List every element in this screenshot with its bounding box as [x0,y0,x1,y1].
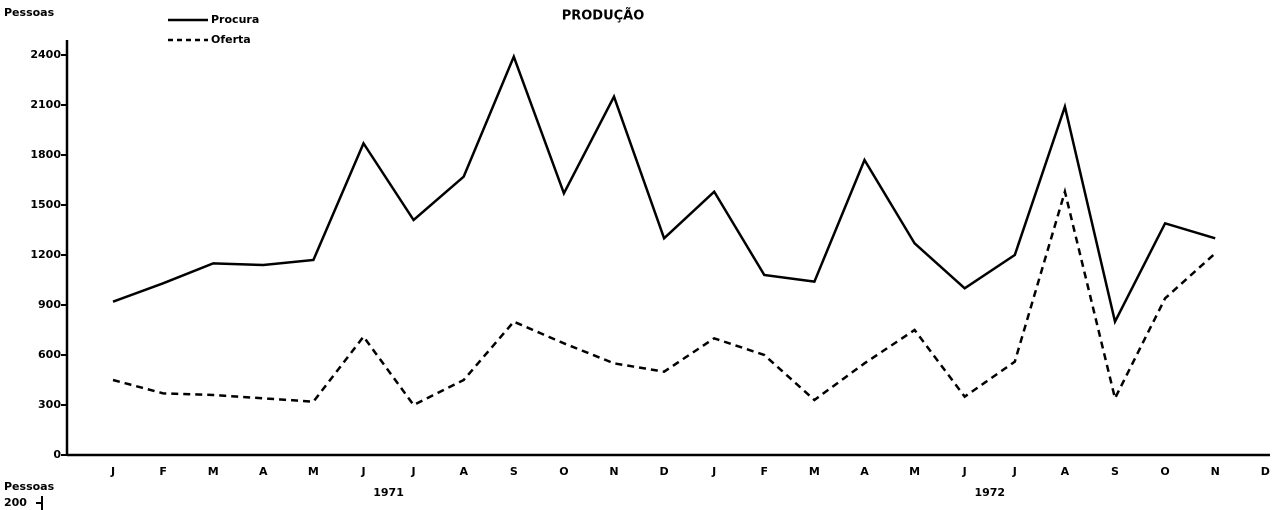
x-tick-label: J [1012,465,1017,478]
year-label: 1971 [373,486,404,499]
x-tick-label: A [1061,465,1070,478]
x-tick-label: A [459,465,468,478]
year-label: 1972 [974,486,1005,499]
annotation: 200 [4,496,27,509]
y-tick-label: 900 [38,298,61,311]
x-tick-label: O [1160,465,1169,478]
line-series [112,186,1217,407]
y-axis-label: Pessoas [4,6,55,19]
x-tick-label: S [1111,465,1119,478]
legend-label: Procura [211,13,259,26]
y-tick-label: 2400 [30,48,61,61]
x-tick-label: M [208,465,219,478]
y-tick-label: 0 [53,448,61,461]
x-tick-label: O [559,465,568,478]
line-series [112,53,1216,326]
y-tick-label: 1800 [30,148,61,161]
x-tick-label: A [259,465,268,478]
x-tick-label: M [909,465,920,478]
x-tick-label: N [609,465,618,478]
x-tick-label: J [360,465,365,478]
x-tick-label: M [308,465,319,478]
y-tick-label: 1200 [30,248,61,261]
x-tick-label: A [860,465,869,478]
x-tick-label: S [510,465,518,478]
chart-title: PRODUÇÃO [562,8,645,24]
y-tick-label: 1500 [30,198,61,211]
x-tick-label: D [1261,465,1270,478]
x-tick-label: J [110,465,115,478]
x-tick-label: N [1211,465,1220,478]
x-tick-label: J [711,465,716,478]
y-tick-label: 2100 [30,98,61,111]
x-tick-label: M [809,465,820,478]
y-tick-label: 300 [38,398,61,411]
x-tick-label: D [660,465,669,478]
y-tick-label: 600 [38,348,61,361]
x-tick-label: F [159,465,167,478]
x-tick-label: F [761,465,769,478]
annotation: Pessoas [4,480,55,493]
x-tick-label: J [962,465,967,478]
x-tick-label: J [411,465,416,478]
legend-label: Oferta [211,33,251,46]
